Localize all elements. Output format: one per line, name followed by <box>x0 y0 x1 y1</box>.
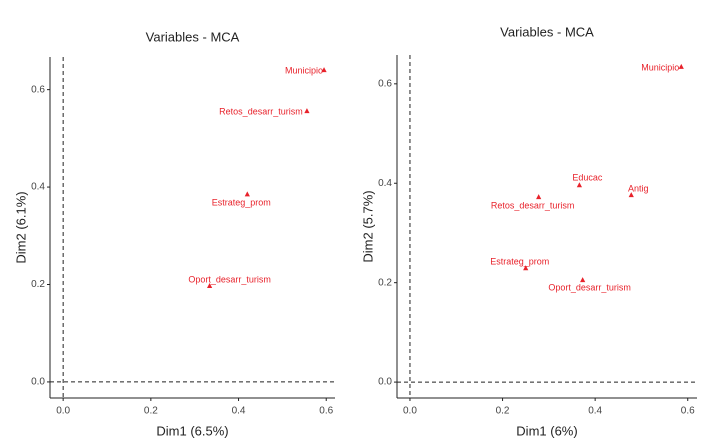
point-label: Educac <box>572 173 603 183</box>
point <box>244 191 250 197</box>
y-axis-label: Dim2 (5.7%) <box>360 190 375 262</box>
y-tick-label: 0.2 <box>378 277 392 288</box>
point-label: Estrateg_prom <box>212 198 271 208</box>
point-label: Oport_desarr_turism <box>548 283 631 293</box>
point-label: Municipio <box>285 66 323 76</box>
point-label: Municipio <box>641 62 679 72</box>
point <box>536 194 542 200</box>
point <box>678 63 684 69</box>
point <box>523 265 529 271</box>
point-label: Retos_desarr_turism <box>491 201 575 211</box>
point <box>628 192 634 198</box>
point <box>321 67 327 73</box>
point-label: Antig <box>628 184 649 194</box>
y-tick-label: 0.4 <box>31 182 45 193</box>
point <box>207 282 213 288</box>
x-tick-label: 0.2 <box>496 406 510 417</box>
x-axis-label: Dim1 (6.5%) <box>156 423 228 438</box>
point <box>580 277 586 283</box>
y-axis-label: Dim2 (6.1%) <box>13 191 28 263</box>
chart-title: Variables - MCA <box>146 29 240 44</box>
chart-title: Variables - MCA <box>500 24 594 39</box>
x-tick-label: 0.6 <box>681 406 695 417</box>
x-tick-label: 0.6 <box>319 406 333 417</box>
point-label: Estrateg_prom <box>490 257 549 267</box>
x-tick-label: 0.2 <box>144 406 158 417</box>
y-tick-label: 0.2 <box>31 279 45 290</box>
x-tick-label: 0.0 <box>403 406 417 417</box>
y-tick-label: 0.6 <box>31 84 45 95</box>
y-tick-label: 0.0 <box>378 377 392 388</box>
point <box>576 182 583 188</box>
x-axis-label: Dim1 (6%) <box>516 423 577 438</box>
y-tick-label: 0.0 <box>31 377 45 388</box>
y-tick-label: 0.4 <box>378 178 392 189</box>
point-label: Retos_desarr_turism <box>219 106 303 116</box>
point <box>304 108 310 114</box>
x-tick-label: 0.4 <box>588 406 602 417</box>
x-tick-label: 0.4 <box>232 406 246 417</box>
x-tick-label: 0.0 <box>56 406 70 417</box>
point-label: Oport_desarr_turism <box>188 274 271 284</box>
y-tick-label: 0.6 <box>378 78 392 89</box>
